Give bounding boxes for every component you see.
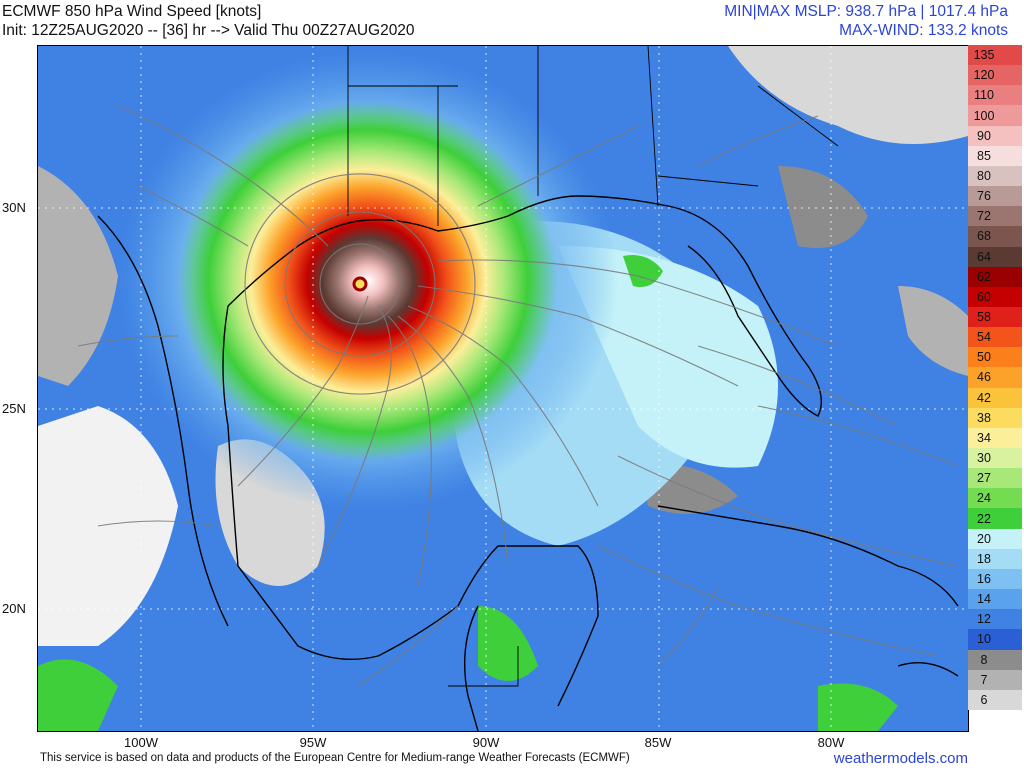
legend-label: 6 xyxy=(980,692,988,707)
legend-row: 7 xyxy=(968,669,1022,690)
legend-label: 16 xyxy=(977,572,991,586)
legend-label: 80 xyxy=(977,168,991,183)
header-left: ECMWF 850 hPa Wind Speed [knots] Init: 1… xyxy=(2,2,415,40)
site-link[interactable]: weathermodels.com xyxy=(833,750,968,767)
legend-label: 110 xyxy=(974,88,994,103)
max-wind-line: MAX-WIND: 133.2 knots xyxy=(839,22,1008,39)
legend-label: 22 xyxy=(977,511,991,526)
legend-row: 90 xyxy=(968,125,1022,146)
lat-label-25n: 25N xyxy=(2,401,26,416)
legend-label: 8 xyxy=(980,652,988,667)
legend-row: 68 xyxy=(968,226,1022,247)
legend-row: 54 xyxy=(968,327,1022,348)
legend-label: 50 xyxy=(977,350,991,365)
wind-map-svg xyxy=(38,46,968,731)
wind-map[interactable] xyxy=(37,45,969,732)
ecmwf-credit: This service is based on data and produc… xyxy=(40,752,630,764)
lon-label-80w: 80W xyxy=(817,735,845,750)
legend-row: 58 xyxy=(968,306,1022,328)
legend-row: 46 xyxy=(968,367,1022,388)
legend-row: 8 xyxy=(968,649,1022,670)
legend-row: 16 xyxy=(968,568,1022,590)
legend-row: 135 xyxy=(968,45,1022,66)
lon-label-95w: 95W xyxy=(299,735,327,750)
legend-row: 80 xyxy=(968,165,1022,187)
legend-label: 76 xyxy=(977,189,991,204)
legend-label: 62 xyxy=(977,269,991,284)
legend-row: 14 xyxy=(968,589,1022,610)
lon-label-90w: 90W xyxy=(472,735,500,750)
legend-row: 27 xyxy=(968,468,1022,489)
legend-row: 42 xyxy=(968,387,1022,408)
legend-label: 24 xyxy=(977,491,991,506)
legend-label: 68 xyxy=(977,229,991,244)
legend-label: 135 xyxy=(973,48,995,63)
map-title: ECMWF 850 hPa Wind Speed [knots] xyxy=(2,3,262,20)
legend-label: 38 xyxy=(977,410,991,425)
legend-row: 62 xyxy=(968,266,1022,287)
legend-row: 22 xyxy=(968,508,1022,529)
legend-label: 12 xyxy=(977,612,991,627)
header-right: MIN|MAX MSLP: 938.7 hPa | 1017.4 hPa MAX… xyxy=(724,2,1008,40)
lat-label-20n: 20N xyxy=(2,601,26,616)
legend-label: 64 xyxy=(977,249,991,264)
legend-label: 100 xyxy=(973,108,995,123)
legend-row: 100 xyxy=(968,105,1022,126)
init-valid-line: Init: 12Z25AUG2020 -- [36] hr --> Valid … xyxy=(2,22,415,39)
legend-label: 46 xyxy=(977,370,991,385)
legend-label: 60 xyxy=(977,289,991,304)
legend-row: 12 xyxy=(968,609,1022,630)
legend-label: 14 xyxy=(977,592,991,607)
lat-label-30n: 30N xyxy=(2,200,26,215)
legend-label: 27 xyxy=(977,471,991,486)
legend-row: 6 xyxy=(968,689,1022,710)
legend-row: 18 xyxy=(968,548,1022,569)
legend-row: 85 xyxy=(968,145,1022,166)
legend-label: 72 xyxy=(977,209,991,224)
legend-label: 120 xyxy=(973,68,995,83)
legend-label: 18 xyxy=(977,551,991,566)
legend-row: 72 xyxy=(968,206,1022,227)
legend-row: 120 xyxy=(968,65,1022,86)
legend-label: 85 xyxy=(977,148,991,163)
legend-row: 34 xyxy=(968,427,1022,449)
wind-speed-legend: 135 120 110 100 90 85 80 76 72 68 64 62 60 58 54 50 46 42… xyxy=(968,45,1022,710)
legend-label: 34 xyxy=(977,430,991,445)
legend-row: 60 xyxy=(968,286,1022,307)
legend-row: 50 xyxy=(968,347,1022,368)
legend-row: 30 xyxy=(968,448,1022,469)
lon-label-100w: 100W xyxy=(124,735,158,750)
mslp-line: MIN|MAX MSLP: 938.7 hPa | 1017.4 hPa xyxy=(724,3,1008,20)
legend-row: 20 xyxy=(968,528,1022,549)
lon-label-85w: 85W xyxy=(644,735,672,750)
legend-label: 54 xyxy=(977,330,991,345)
legend-row: 64 xyxy=(968,246,1022,267)
legend-row: 24 xyxy=(968,488,1022,509)
legend-row: 76 xyxy=(968,186,1022,207)
legend-label: 20 xyxy=(977,531,991,546)
legend-label: 7 xyxy=(980,672,988,687)
legend-row: 10 xyxy=(968,629,1022,650)
legend-label: 30 xyxy=(977,451,991,466)
legend-label: 42 xyxy=(977,390,991,405)
legend-label: 58 xyxy=(977,310,991,325)
legend-label: 90 xyxy=(977,128,991,143)
legend-label: 10 xyxy=(977,632,991,647)
legend-row: 38 xyxy=(968,407,1022,428)
legend-row: 110 xyxy=(968,85,1022,106)
